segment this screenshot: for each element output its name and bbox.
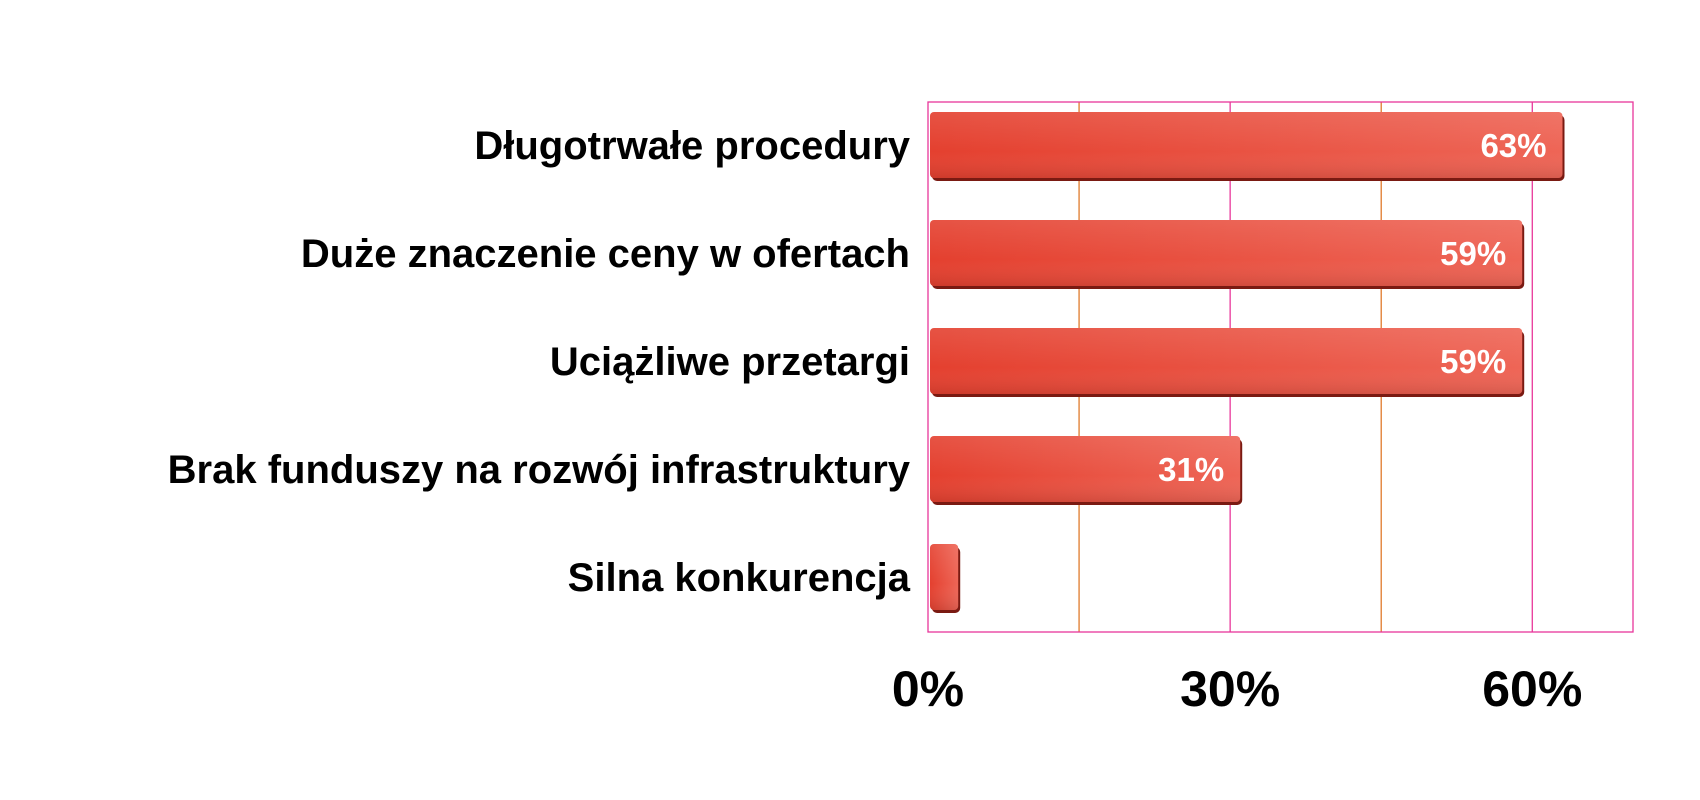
- bar-shading: [930, 436, 1241, 502]
- x-tick-label: 30%: [1180, 661, 1280, 717]
- value-label: 59%: [1440, 235, 1506, 272]
- category-label: Brak funduszy na rozwój infrastruktury: [168, 448, 911, 492]
- category-label: Duże znaczenie ceny w ofertach: [301, 232, 910, 276]
- category-labels: Długotrwałe procedury Duże znaczenie ceny…: [168, 124, 911, 600]
- bar-shading: [930, 112, 1563, 178]
- x-axis-tick-labels: 0% 30% 60%: [892, 661, 1582, 717]
- plot-border: [927, 101, 1634, 633]
- bars-group: 63% 59% 59% 31%: [930, 112, 1565, 613]
- bar-2: 59%: [930, 220, 1525, 289]
- category-label: Uciążliwe przetargi: [550, 340, 910, 384]
- bar-shading: [930, 544, 959, 610]
- bar-5: [930, 544, 961, 613]
- value-label: 31%: [1158, 451, 1224, 488]
- value-label: 59%: [1440, 343, 1506, 380]
- category-label: Długotrwałe procedury: [474, 124, 910, 168]
- bar-shading: [930, 328, 1523, 394]
- bar-1: 63%: [930, 112, 1565, 181]
- bar-3: 59%: [930, 328, 1525, 397]
- value-label: 63%: [1480, 127, 1546, 164]
- x-tick-label: 0%: [892, 661, 964, 717]
- bar-shading: [930, 220, 1523, 286]
- category-label: Silna konkurencja: [568, 556, 911, 600]
- x-tick-label: 60%: [1482, 661, 1582, 717]
- bar-4: 31%: [930, 436, 1243, 505]
